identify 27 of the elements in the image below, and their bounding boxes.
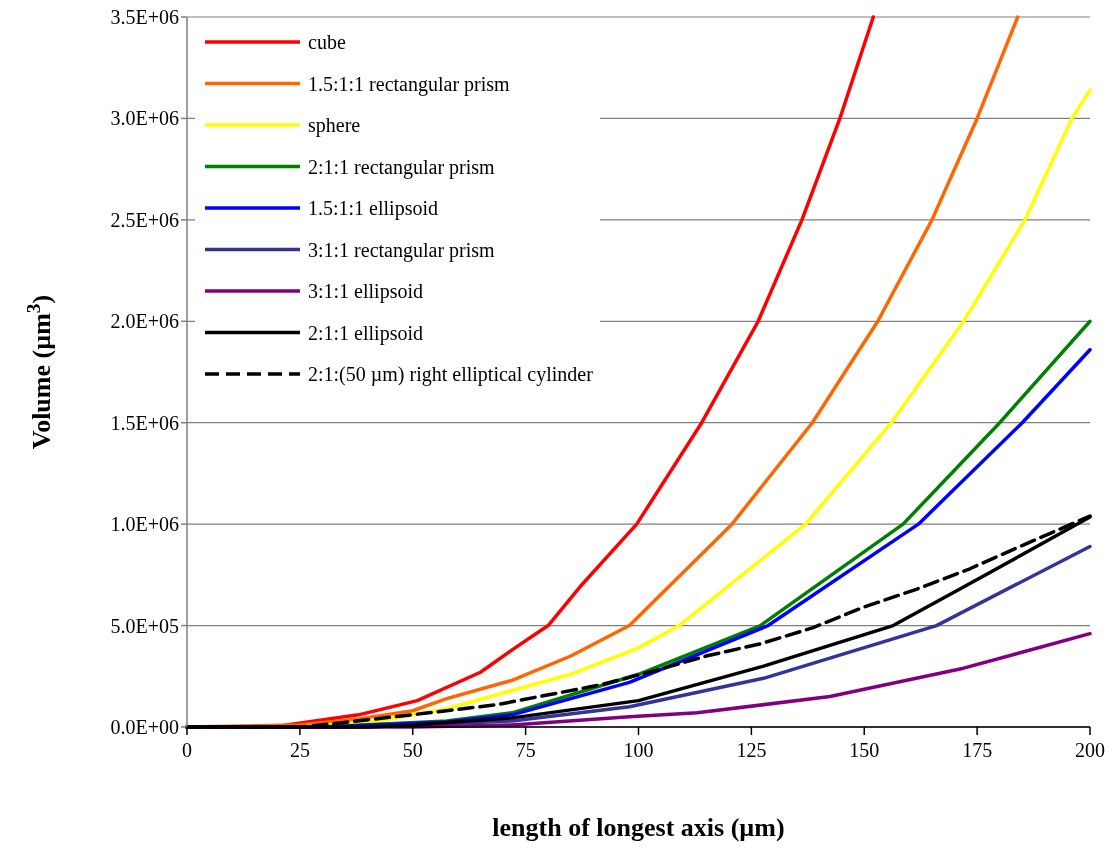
x-tick-label: 125: [736, 739, 767, 761]
x-tick-label: 100: [623, 739, 654, 761]
legend-label: 3:1:1 rectangular prism: [308, 238, 496, 262]
y-tick-label: 1.0E+06: [110, 513, 179, 536]
y-tick-label: 2.0E+06: [110, 310, 179, 333]
x-axis-title: length of longest axis (µm): [492, 813, 785, 842]
legend-label: 3:1:1 ellipsoid: [308, 280, 423, 303]
x-tick-label: 25: [289, 739, 310, 761]
x-tick-label: 200: [1075, 739, 1105, 761]
legend-label: 2:1:1 ellipsoid: [308, 321, 423, 345]
legend-label: cube: [308, 31, 346, 53]
x-tick-label: 175: [962, 739, 993, 761]
x-tick-label: 0: [182, 739, 192, 761]
y-tick-label: 3.0E+06: [110, 107, 179, 130]
y-tick-label: 0.0E+00: [110, 716, 179, 738]
y-tick-label: 5.0E+05: [110, 614, 179, 637]
legend-label: 2:1:(50 µm) right elliptical cylinder: [308, 363, 594, 386]
y-tick-label: 3.5E+06: [110, 6, 179, 28]
legend-label: 1.5:1:1 ellipsoid: [308, 197, 438, 220]
legend-label: sphere: [308, 114, 361, 137]
legend-label: 1.5:1:1 rectangular prism: [308, 72, 511, 96]
x-tick-label: 150: [849, 739, 880, 761]
x-tick-label: 50: [402, 739, 423, 761]
x-tick-label: 75: [515, 739, 536, 761]
legend-label: 2:1:1 rectangular prism: [308, 155, 496, 179]
y-tick-label: 2.5E+06: [110, 208, 179, 231]
y-tick-label: 1.5E+06: [110, 411, 179, 434]
